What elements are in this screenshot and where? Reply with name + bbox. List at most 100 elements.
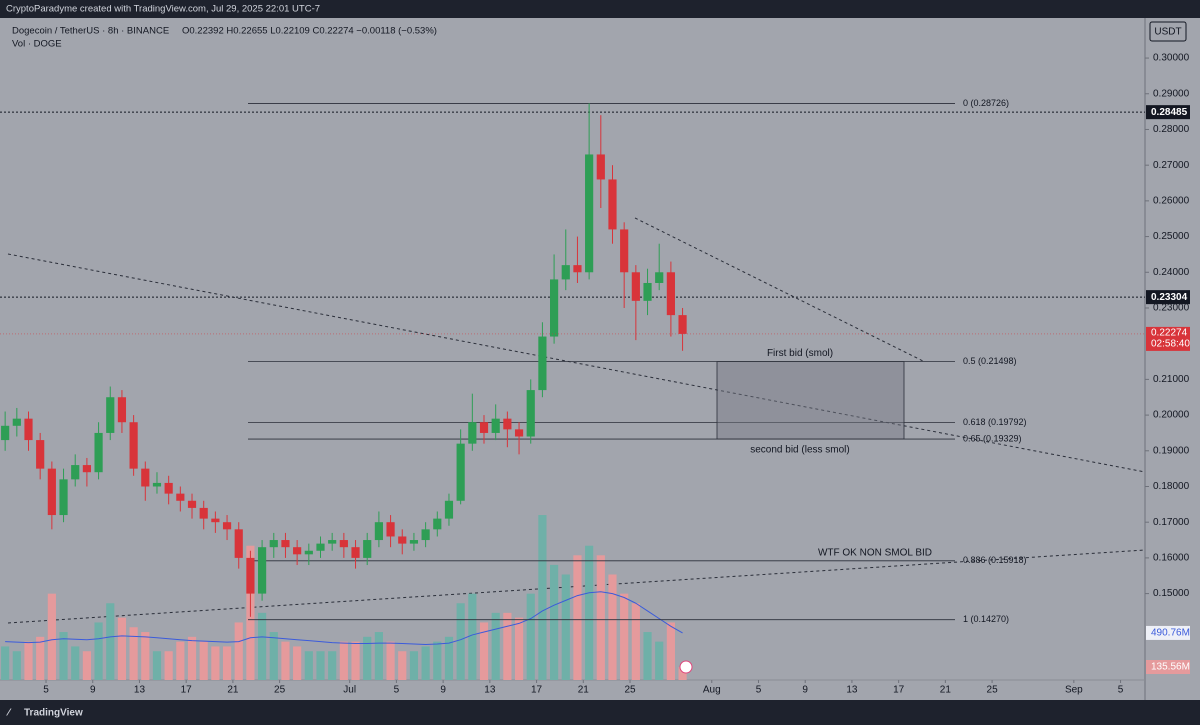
candle-body [526, 390, 535, 437]
candle-body [514, 429, 524, 437]
annotation: WTF OK NON SMOL BID [818, 547, 932, 558]
ohlc: O0.22392 H0.22655 L0.22109 C0.22274 −0.0… [182, 26, 437, 37]
bid-zone [716, 361, 905, 440]
x-tick-label: 5 [394, 685, 400, 696]
candle-body [293, 547, 302, 555]
x-tick-label: 25 [987, 685, 999, 696]
volume-bar [468, 593, 477, 680]
candle-body [24, 418, 33, 441]
volume-bar [351, 641, 360, 680]
volume-bar [211, 646, 220, 680]
candle-body [258, 547, 267, 594]
ma-tag [1146, 625, 1190, 640]
bottom-bar [0, 700, 1200, 725]
volume-bar [12, 651, 21, 680]
x-tick-label: 5 [1118, 685, 1124, 696]
candle-body [678, 315, 687, 334]
candle-body [47, 468, 56, 516]
volume-bar [199, 641, 208, 680]
candle-body [222, 522, 232, 530]
volume-bar [386, 641, 395, 680]
volume-bar [316, 651, 325, 680]
volume-bar [129, 627, 138, 680]
trend-line [7, 549, 1145, 624]
volume-bar [304, 651, 313, 680]
candle-body [655, 272, 664, 283]
candle-body [386, 522, 395, 537]
candle-body [491, 418, 500, 433]
volume-ma [5, 591, 683, 646]
candle-body [503, 418, 512, 430]
candle-body [585, 154, 594, 273]
candle-body [631, 272, 640, 301]
y-tick-label: 0.17000 [1153, 517, 1190, 528]
volume-bar [596, 555, 605, 680]
x-tick-label: 17 [531, 685, 543, 696]
credit: CryptoParadyme created with TradingView.… [6, 4, 320, 15]
volume-bar [281, 641, 290, 680]
candle-body [608, 179, 617, 230]
fib-label: 0.5 (0.21498) [963, 356, 1017, 366]
volume-bar [433, 641, 442, 680]
x-tick-label: 21 [227, 685, 239, 696]
y-tick-label: 0.16000 [1153, 553, 1190, 564]
volume-bar [503, 612, 512, 680]
y-tick-label: 0.19000 [1153, 445, 1190, 456]
x-tick-label: 13 [134, 685, 146, 696]
candle-body [409, 540, 419, 544]
candle-body [106, 397, 115, 433]
candle-body [620, 229, 629, 273]
volume-bar [1, 646, 10, 680]
volume-bar [573, 555, 582, 680]
fib-label: 0.886 (0.15918) [963, 555, 1027, 565]
fib-label: 0 (0.28726) [963, 98, 1009, 108]
fib-label: 1 (0.14270) [963, 614, 1009, 624]
candle-body [71, 465, 80, 480]
candle-body [573, 265, 582, 273]
candle-body [117, 397, 127, 423]
annotation: First bid (smol) [767, 348, 833, 359]
volume-bar [409, 651, 419, 680]
candle-body [339, 540, 348, 548]
volume-bar [269, 632, 278, 680]
volume-bar [479, 622, 489, 680]
volume-bar [176, 641, 185, 680]
y-tick-label: 0.18000 [1153, 481, 1190, 492]
x-tick-label: Aug [703, 685, 721, 696]
y-tick-label: 0.25000 [1153, 231, 1190, 242]
volume-bar [117, 617, 127, 680]
volume-bar [47, 593, 56, 680]
candle-body [176, 493, 185, 501]
trend-line [7, 253, 1145, 473]
candle-body [246, 557, 255, 594]
candle-body [269, 540, 278, 548]
currency: USDT [1154, 27, 1181, 38]
volume-bar [152, 651, 162, 680]
volume-bar [258, 612, 267, 680]
plot [0, 103, 1145, 680]
y-tick-label: 0.28000 [1153, 124, 1190, 135]
candle-body [643, 282, 652, 301]
last-price-tag [1146, 326, 1190, 351]
volume-bar [585, 545, 594, 680]
candle-body [82, 465, 91, 473]
candle-body [164, 482, 173, 494]
top-bar [0, 0, 1200, 18]
volume-bar [339, 641, 348, 680]
y-tick-label: 0.26000 [1153, 196, 1190, 207]
candle-body [1, 425, 10, 441]
candle-body [281, 540, 290, 548]
x-tick-label: 25 [274, 685, 286, 696]
volume-bar [222, 646, 232, 680]
x-tick-label: Jul [343, 685, 356, 696]
x-tick-label: 9 [440, 685, 446, 696]
y-tick-label: 0.27000 [1153, 160, 1190, 171]
y-tick-label: 0.15000 [1153, 588, 1190, 599]
candle-body [316, 543, 325, 551]
volume-bar [526, 593, 535, 680]
volume-tag [1146, 659, 1190, 674]
price-tag [1146, 105, 1190, 120]
candle-body [363, 540, 372, 558]
